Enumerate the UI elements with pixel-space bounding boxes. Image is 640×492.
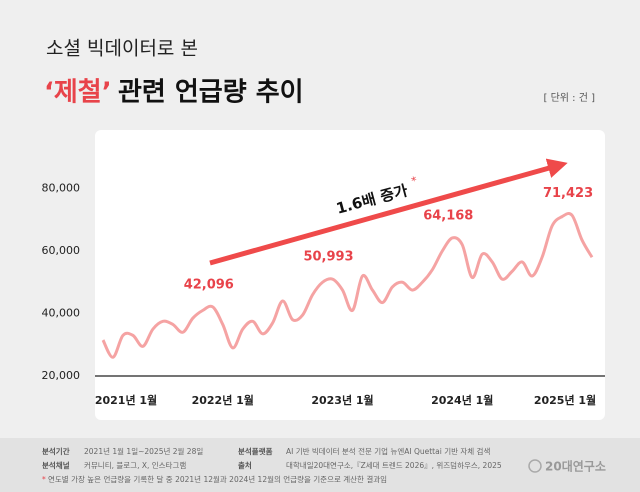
x-tick-label: 2024년 1월 — [431, 393, 493, 407]
footer-label: 분석채널 — [42, 460, 70, 470]
footer-text: AI 기반 빅데이터 분석 전문 기업 뉴엔AI Quettai 기반 자체 검… — [286, 446, 490, 456]
footer-text: 2021년 1월 1일~2025년 2월 28일 — [84, 446, 203, 456]
value-label: 71,423 — [543, 186, 593, 201]
footer-label: 분석기간 — [42, 446, 70, 456]
unit-label: [ 단위 : 건 ] — [544, 91, 596, 104]
y-tick-label: 40,000 — [42, 307, 81, 320]
y-tick-label: 80,000 — [42, 182, 81, 195]
value-label: 42,096 — [184, 277, 234, 292]
annotation-mark: * — [410, 174, 419, 188]
data-line — [101, 212, 594, 359]
x-tick-label: 2022년 1월 — [192, 393, 254, 407]
subtitle: 소셜 빅데이터로 본 — [46, 38, 198, 60]
title-highlight: ‘제철’ — [44, 78, 112, 108]
note-mark: * — [42, 475, 46, 484]
footer-label: 분석플랫폼 — [238, 446, 273, 456]
y-tick-label: 60,000 — [42, 244, 81, 257]
y-tick-label: 20,000 — [42, 369, 81, 382]
value-label: 64,168 — [423, 208, 473, 223]
x-tick-label: 2023년 1월 — [311, 393, 373, 407]
x-tick-label: 2025년 1월 — [534, 393, 596, 407]
trend-arrow — [209, 158, 568, 266]
x-tick-label: 2021년 1월 — [95, 393, 157, 407]
footer-text: 대학내일20대연구소,『Z세대 트렌드 2026』, 위즈덤하우스, 2025 — [286, 460, 502, 470]
logo-icon — [528, 459, 542, 473]
chart-title: 관련 언급량 추이 — [118, 78, 304, 108]
plot-panel — [95, 130, 605, 420]
footer-band — [0, 438, 640, 492]
logo: 20대연구소 — [545, 459, 606, 474]
footer-label: 출처 — [238, 460, 252, 470]
value-label: 50,993 — [303, 250, 353, 265]
footer-text: 커뮤니티, 블로그, X, 인스타그램 — [84, 460, 186, 470]
footer-note: 연도별 가장 높은 언급량을 기록한 달 중 2021년 12월과 2024년 … — [48, 474, 387, 484]
